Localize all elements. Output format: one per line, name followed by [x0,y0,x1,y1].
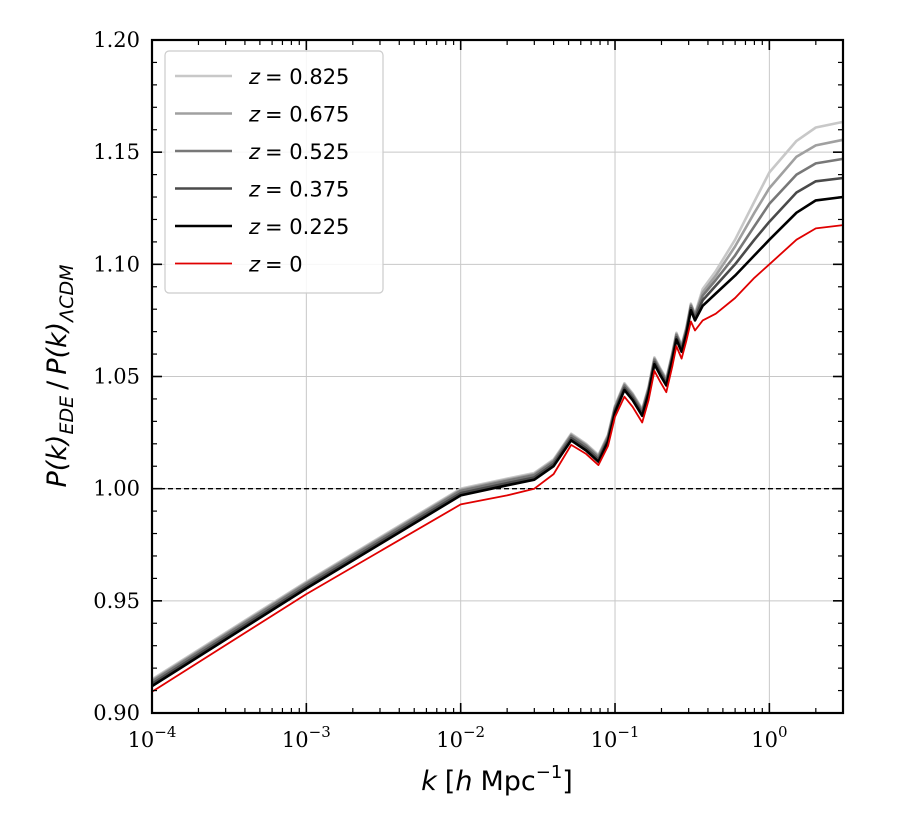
legend-label: z = 0.225 [248,215,349,239]
legend: z = 0.825 z = 0.675 z = 0.525 z = 0.375 z = 0.225… [164,50,384,294]
x-label-mpc: Mpc [480,766,535,797]
x-tick-label: 10−1 [591,723,640,752]
y-tick-label: 1.05 [93,365,140,389]
y-label-slash: / [42,380,73,390]
y-axis-title: P(k)EDE/P(k)ΛCDM [42,264,78,487]
y-tick-label: 1.00 [93,477,140,501]
y-tick-label: 1.20 [93,28,140,52]
x-label-open: [ [445,766,456,797]
x-tick-label: 100 [751,723,787,752]
x-tick-label: 10−2 [436,723,485,752]
y-label-den-sub: ΛCDM [56,264,78,323]
legend-label: z = 0.825 [248,65,349,89]
y-tick-label: 1.15 [93,140,140,164]
y-tick-label: 1.10 [93,252,140,276]
legend-box [164,50,384,294]
series-line-5 [151,224,844,693]
y-label-num-sub: EDE [56,396,78,435]
y-label-den: P(k) [42,322,73,375]
x-label-h: h [455,766,472,797]
x-axis-title: k [h Mpc−1] [421,762,573,797]
x-tick-label: 10−4 [128,723,177,752]
legend-label: z = 0.675 [248,103,349,127]
legend-label: z = 0.525 [248,140,349,164]
x-label-close: ] [562,766,573,797]
legend-label: z = 0 [248,253,303,277]
y-tick-label: 0.95 [93,589,140,613]
series-line-4 [151,195,844,688]
y-tick-label: 0.90 [93,701,140,725]
plot-frame [150,38,845,715]
legend-label: z = 0.375 [248,178,349,202]
x-tick-label: 10−3 [282,723,331,752]
x-label-k: k [421,766,438,797]
x-label-exp: −1 [536,762,563,783]
y-label-num: P(k) [42,435,73,488]
series-group [151,120,844,693]
